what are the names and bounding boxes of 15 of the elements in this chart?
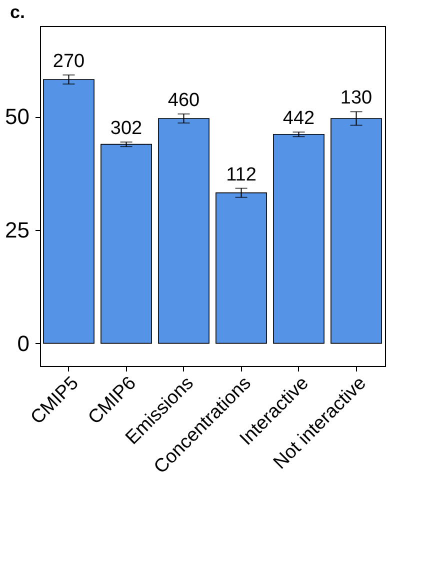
y-tick-label: 25 bbox=[5, 218, 30, 242]
y-tick-label: 50 bbox=[5, 104, 30, 130]
annotation: 270 bbox=[52, 50, 85, 72]
y-tick-label: 0 bbox=[17, 330, 30, 356]
annotation: 460 bbox=[168, 90, 200, 111]
bar bbox=[158, 118, 210, 344]
bar bbox=[43, 79, 94, 344]
annotation: 442 bbox=[282, 108, 315, 130]
annotation: 130 bbox=[340, 88, 372, 109]
chart-title: c. bbox=[10, 2, 26, 22]
annotation: 302 bbox=[110, 118, 142, 140]
annotation: 112 bbox=[226, 164, 256, 186]
bar bbox=[100, 144, 152, 344]
bar bbox=[216, 192, 267, 344]
bar bbox=[273, 134, 324, 344]
